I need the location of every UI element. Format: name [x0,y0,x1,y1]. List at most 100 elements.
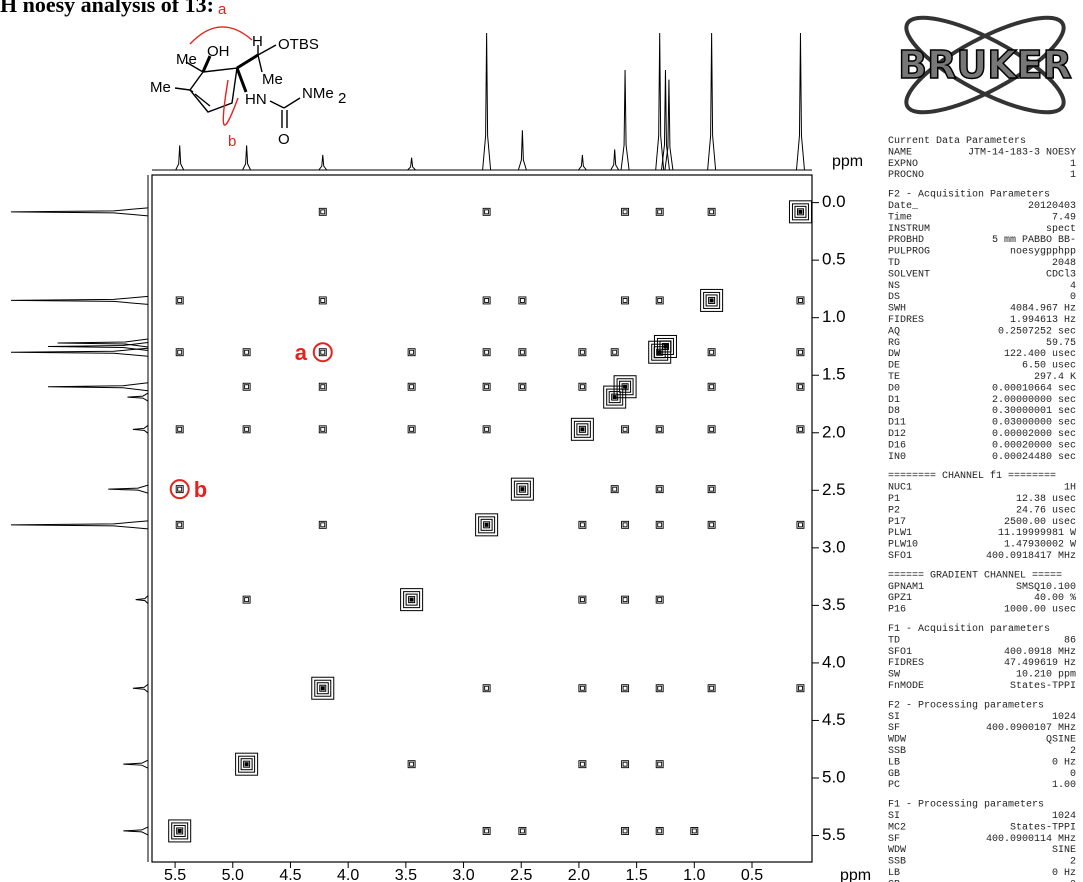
param-name: PULPROG [888,247,930,258]
structure-label: HN [245,91,267,108]
structure-label: Me [176,51,197,68]
structure-label: H [252,33,263,50]
x-tick-label: 5.5 [164,867,186,882]
x-tick-label: 3.5 [395,867,417,882]
param-value: 5 mm PABBO BB- [992,235,1076,246]
param-name: SI [888,712,900,723]
param-name: FnMODE [888,681,924,692]
param-name: Time [888,211,912,223]
contour-core [580,427,584,431]
x-tick-label: 4.0 [337,867,359,882]
structure-label: b [228,133,236,150]
param-name: SI [888,811,900,822]
param-value: JTM-14-183-3 NOESY [968,147,1076,158]
param-value: 20120403 [1028,201,1076,212]
param-value: SINE [1052,845,1076,856]
contour-core [245,762,249,766]
y-tick-label: 3.5 [822,595,846,614]
cross-peak [476,514,498,536]
contour-core [710,298,714,302]
param-value: 0 Hz [1052,757,1076,768]
param-value: 400.0900107 MHz [986,723,1076,734]
param-name: DS [888,292,900,303]
structure-label: Me [262,71,283,88]
x-tick-label: 1.0 [683,867,705,882]
annotation-label: b [194,477,207,502]
param-heading: Current Data Parameters [888,136,1026,147]
param-heading: ====== GRADIENT CHANNEL ===== [888,570,1062,581]
param-value: 0.00010664 sec [992,383,1076,394]
x-axis-label: ppm [840,867,871,882]
param-name: IN0 [888,452,906,463]
param-name: GPNAM1 [888,582,924,593]
param-value: 24.76 usec [1016,505,1076,516]
param-name: D16 [888,440,906,451]
cross-peak [169,820,191,842]
x-tick-label: 2.5 [510,867,532,882]
param-name: SF [888,834,900,845]
param-name: P1 [888,494,900,505]
param-value: 47.499619 Hz [1004,658,1076,669]
param-value: 1 [1070,170,1076,181]
param-name: SWH [888,304,906,315]
structure-label: OH [207,43,230,60]
param-name: GB [888,769,900,780]
cross-peak [701,289,723,311]
param-name: D8 [888,406,900,417]
cross-peak [614,376,636,398]
y-tick-label: 5.5 [822,825,846,844]
param-value: 1.994613 Hz [1010,315,1076,326]
param-value: 6.50 usec [1022,361,1076,372]
param-value: States-TPPI [1010,681,1076,692]
contour-core [613,395,617,399]
structure-label: NMe [302,85,334,102]
param-value: 2500.00 usec [1004,517,1076,528]
param-heading: F2 - Processing parameters [888,699,1044,711]
param-value: 122.400 usec [1004,349,1076,360]
contour-core [663,344,667,348]
x-tick-label: 2.0 [568,867,590,882]
param-name: INSTRUM [888,224,930,235]
param-value: 86 [1064,635,1076,646]
param-name: PC [888,780,900,791]
cross-peak [511,478,533,500]
contour-core [623,385,627,389]
param-heading: F1 - Processing parameters [888,799,1044,811]
param-name: LB [888,757,900,768]
param-name: WDW [888,845,906,856]
param-name: FIDRES [888,658,924,669]
param-value: 59.75 [1046,338,1076,349]
param-name: P16 [888,605,906,616]
param-name: TD [888,635,900,646]
page: H noesy analysis of 13: a Me OH H OTBS M… [0,0,1083,882]
cross-peak [401,589,423,611]
param-name: DE [888,361,900,372]
param-value: 1024 [1052,811,1076,822]
param-value: 0.00020000 sec [992,440,1076,451]
param-value: 2.00000000 sec [992,395,1076,406]
y-tick-label: 1.0 [822,307,846,326]
param-value: 1.47930002 W [1004,540,1076,551]
param-name: PLW1 [888,528,912,539]
param-value: 0.00024480 sec [992,452,1076,463]
param-heading: F1 - Acquisition parameters [888,623,1050,635]
param-value: 0.00002000 sec [992,429,1076,440]
param-name: P17 [888,517,906,528]
contour-core [520,487,524,491]
y-tick-label: 5.0 [822,767,846,786]
param-value: 1H [1064,483,1076,494]
param-name: PROBHD [888,235,924,246]
param-value: 0.03000000 sec [992,418,1076,429]
param-value: 400.0900114 MHz [986,834,1076,845]
param-value: 0 [1070,292,1076,303]
param-name: NAME [888,147,912,158]
param-name: SOLVENT [888,269,930,280]
param-value: 0.2507252 sec [998,326,1076,337]
param-value: 11.19999981 W [998,528,1076,539]
param-value: States-TPPI [1010,822,1076,833]
structure-label: OTBS [278,36,319,53]
param-name: GPZ1 [888,593,912,604]
param-value: spect [1046,224,1076,235]
contour-core [485,523,489,527]
param-name: D11 [888,418,906,429]
